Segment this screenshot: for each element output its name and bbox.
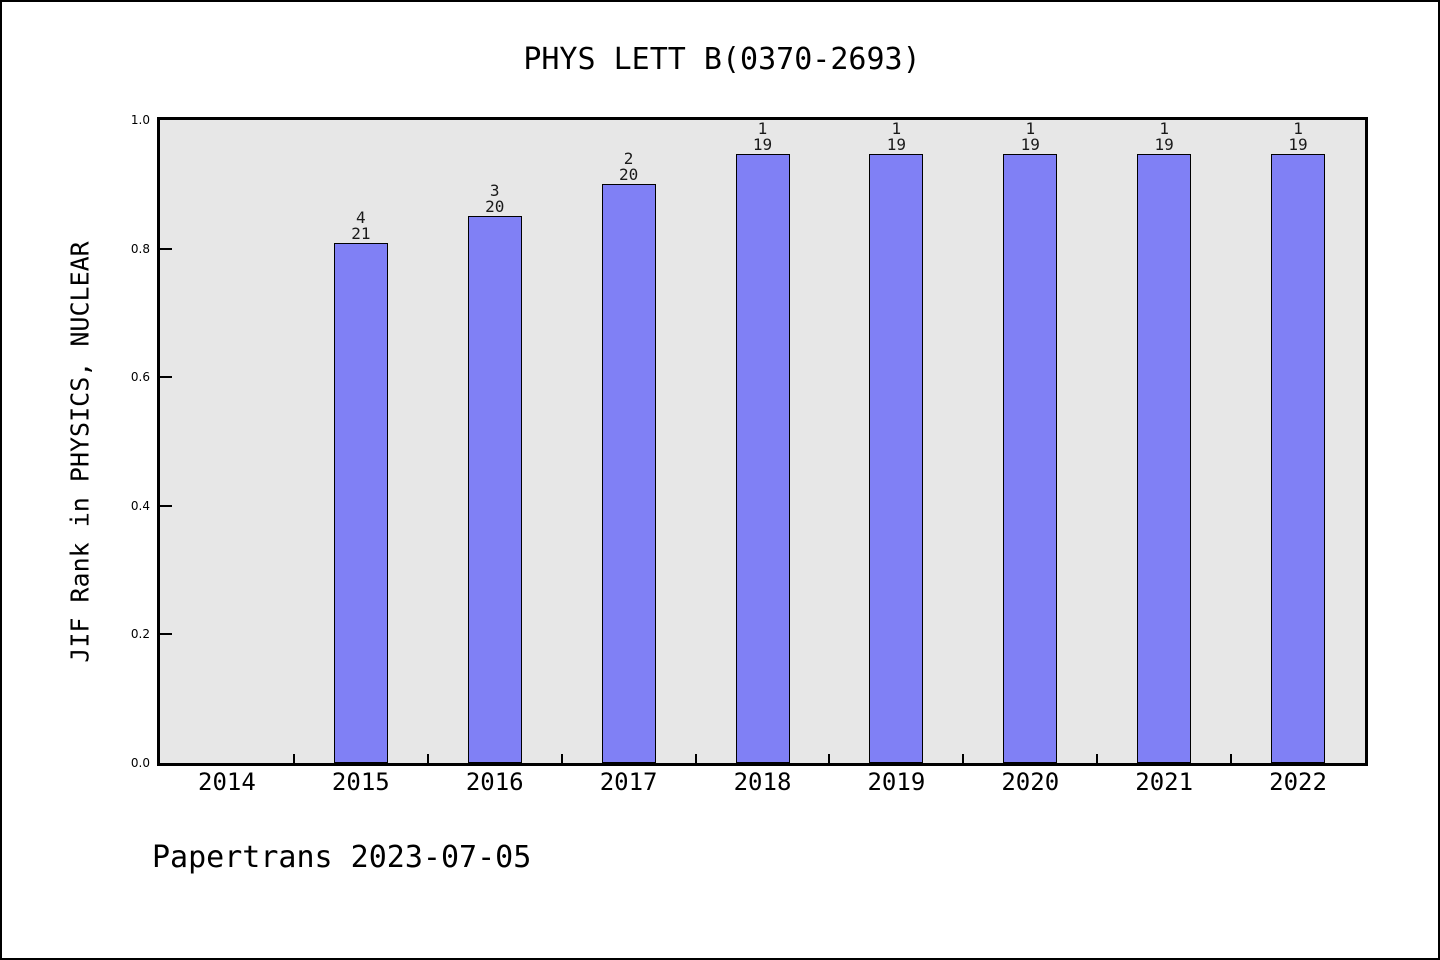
y-tick-label: 0.0: [130, 756, 150, 770]
bar-label-2017: 2 20: [618, 149, 639, 185]
bar-label-2019: 1 19: [886, 118, 906, 154]
x-tick-mark: [426, 754, 429, 763]
plot-area: 4 21 3 20 2 20 1 19 1 19 1 19 1 19 1 19: [157, 117, 1368, 766]
x-tick-mark: [292, 754, 295, 763]
y-tick-label: 0.8: [130, 241, 150, 256]
bar-label-2015: 4 21: [351, 207, 371, 243]
x-tick-label: 2017: [599, 768, 658, 796]
x-tick-label: 2019: [867, 768, 926, 796]
bar-2015: [333, 242, 388, 763]
y-tick-label: 0.2: [130, 627, 150, 642]
bar-2019: [869, 153, 924, 763]
y-tick-label: 0.4: [130, 498, 150, 513]
x-tick-label: 2016: [465, 768, 524, 796]
y-tick-mark: [160, 247, 172, 250]
x-tick-label: 2015: [331, 768, 390, 796]
x-tick-mark: [1230, 754, 1233, 763]
x-tick-label: 2014: [198, 768, 256, 796]
bar-label-2016: 3 20: [485, 181, 505, 217]
x-tick-mark: [962, 754, 965, 763]
y-tick-mark: [160, 504, 172, 507]
x-tick-mark: [828, 754, 831, 763]
x-tick-mark: [1096, 754, 1099, 763]
x-tick-label: 2022: [1269, 768, 1327, 796]
chart-title: PHYS LETT B(0370-2693): [523, 42, 921, 77]
bar-label-2022: 1 19: [1288, 118, 1308, 154]
bar-2016: [467, 216, 522, 763]
y-axis-title: JIF Rank in PHYSICS, NUCLEAR: [65, 241, 95, 663]
bar-label-2021: 1 19: [1154, 118, 1174, 154]
y-tick-label: 1.0: [130, 113, 150, 127]
y-tick-mark: [160, 633, 172, 636]
bar-2022: [1271, 153, 1326, 763]
x-tick-mark: [560, 754, 563, 763]
bar-label-2020: 1 19: [1020, 118, 1040, 154]
y-tick-label: 0.6: [130, 370, 150, 385]
x-tick-label: 2018: [733, 768, 792, 796]
bar-label-2018: 1 19: [752, 118, 773, 154]
bar-2021: [1137, 153, 1192, 763]
bar-2020: [1003, 153, 1058, 763]
x-tick-mark: [694, 754, 697, 763]
x-tick-label: 2020: [1001, 768, 1060, 796]
bar-2017: [601, 184, 656, 763]
bar-2018: [735, 153, 790, 763]
footer-watermark: Papertrans 2023-07-05: [152, 840, 532, 875]
y-tick-mark: [160, 376, 172, 379]
x-tick-label: 2021: [1135, 768, 1194, 796]
